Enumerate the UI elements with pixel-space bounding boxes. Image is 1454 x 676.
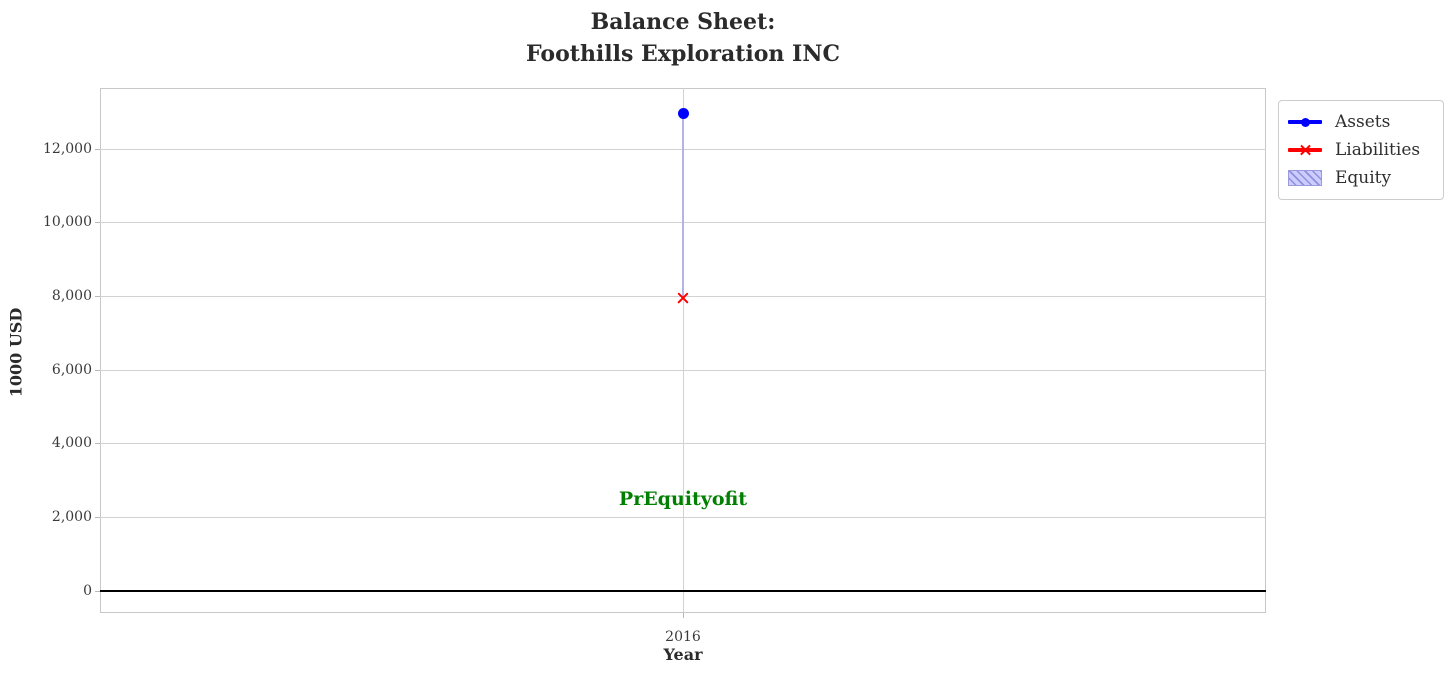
y-tick-label: 4,000	[51, 435, 92, 452]
legend-item-assets: Assets	[1288, 108, 1433, 136]
y-tick-mark	[95, 590, 100, 592]
y-tick-mark	[95, 517, 100, 519]
legend-label-equity: Equity	[1335, 168, 1392, 188]
legend-item-equity: Equity	[1288, 164, 1433, 192]
y-tick-mark	[95, 295, 100, 297]
x-axis-label: Year	[663, 645, 703, 664]
assets-data-point	[677, 107, 689, 119]
x-gridline	[683, 88, 684, 613]
legend-label-liabilities: Liabilities	[1335, 140, 1421, 160]
x-tick-label: 2016	[665, 629, 701, 645]
legend-label-assets: Assets	[1335, 112, 1391, 132]
y-tick-label: 2,000	[51, 509, 92, 526]
legend-item-liabilities: Liabilities	[1288, 136, 1433, 164]
zero-axis-line	[100, 589, 1266, 593]
y-tick-mark	[95, 369, 100, 371]
equity-hatched-patch-icon	[1288, 170, 1322, 186]
chart-title-line1: Balance Sheet:	[590, 9, 776, 35]
y-tick-label: 0	[83, 582, 92, 599]
y-tick-label: 12,000	[43, 140, 92, 157]
y-axis-label: 1000 USD	[6, 307, 26, 398]
assets-line-circle-icon	[1288, 117, 1322, 127]
y-tick-label: 10,000	[43, 214, 92, 231]
y-tick-mark	[95, 222, 100, 224]
x-tick-mark	[683, 613, 684, 618]
y-tick-mark	[95, 443, 100, 445]
y-tick-label: 6,000	[51, 361, 92, 378]
y-tick-label: 8,000	[51, 287, 92, 304]
liabilities-data-point	[677, 292, 689, 304]
chart-title: Balance Sheet: Foothills Exploration INC	[100, 6, 1266, 70]
y-tick-mark	[95, 148, 100, 150]
chart-title-line2: Foothills Exploration INC	[526, 41, 840, 67]
legend: Assets Liabilities Equity	[1278, 100, 1444, 200]
equity-bar	[682, 113, 684, 298]
liabilities-line-x-icon	[1288, 144, 1322, 156]
